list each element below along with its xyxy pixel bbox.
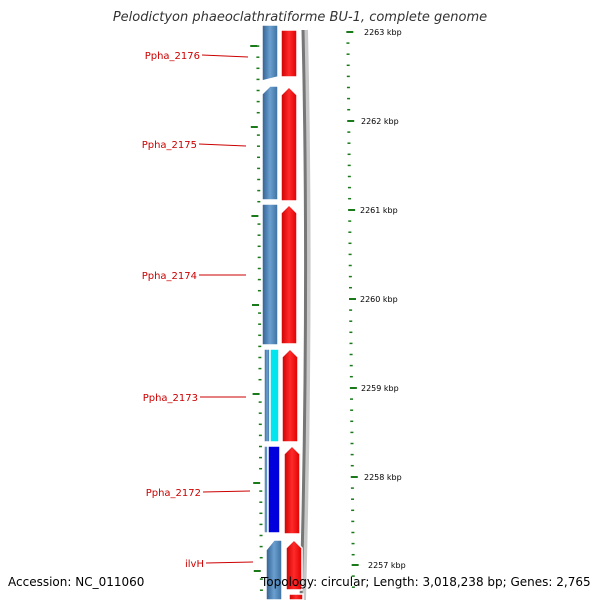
reverse-cds-block[interactable] [261,85,279,201]
forward-cds-arrow[interactable] [288,593,304,600]
reverse-cds-block-blue[interactable] [267,445,281,534]
forward-cds-arrow[interactable] [285,538,303,591]
kbp-label: 2260 kbp [360,295,398,304]
accession-text: Accession: NC_011060 [8,575,145,589]
gene-label-ilvh[interactable]: ilvH [185,559,204,570]
kbp-label: 2263 kbp [364,28,402,37]
forward-cds-arrow[interactable] [280,203,298,345]
gene-leaders [198,54,254,564]
leader-line [198,143,247,147]
forward-cds-arrow[interactable] [280,85,298,202]
kbp-label: 2259 kbp [361,384,399,393]
kbp-label: 2262 kbp [361,117,399,126]
forward-cds-arrow[interactable] [280,29,298,78]
forward-strand-track [280,29,304,600]
kbp-label: 2258 kbp [364,473,402,482]
reverse-cds-block[interactable] [265,539,283,600]
reverse-cds-block-cyan[interactable] [269,348,280,443]
gene-label-ppha-2174[interactable]: Ppha_2174 [142,271,197,282]
left-tick-marks [250,45,263,591]
right-tick-marks [346,31,359,588]
leader-line [205,561,254,564]
leader-line [202,490,251,493]
map-title: Pelodictyon phaeoclathratiforme BU-1, co… [112,10,488,25]
kbp-label: 2257 kbp [368,561,406,570]
gene-label-ppha-2176[interactable]: Ppha_2176 [145,51,200,62]
kbp-label: 2261 kbp [360,206,398,215]
reverse-strand-track [261,24,283,600]
reverse-cds-block[interactable] [263,348,271,443]
backbone-shadow [300,29,311,600]
gene-label-ppha-2175[interactable]: Ppha_2175 [142,140,197,151]
forward-cds-arrow[interactable] [281,347,299,443]
reverse-cds-block[interactable] [261,24,279,82]
gene-label-ppha-2172[interactable]: Ppha_2172 [146,488,201,499]
gene-label-ppha-2173[interactable]: Ppha_2173 [143,393,198,404]
topology-text: Topology: circular; Length: 3,018,238 bp… [261,575,591,589]
backbone-line [299,29,308,600]
gene-labels: Ppha_2176 Ppha_2175 Ppha_2174 Ppha_2173 … [142,51,204,570]
kbp-labels: 2263 kbp 2262 kbp 2261 kbp 2260 kbp 2259… [360,28,406,570]
forward-cds-arrow[interactable] [283,444,301,535]
leader-line [201,54,249,58]
reverse-cds-block[interactable] [261,203,279,346]
